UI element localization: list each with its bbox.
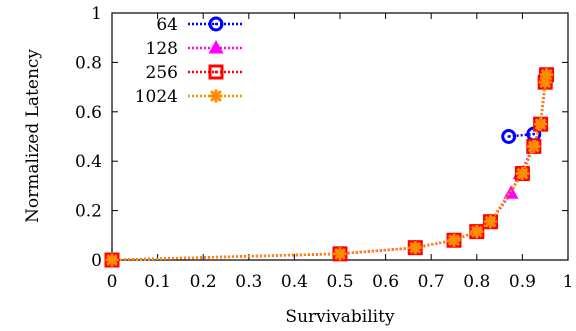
series-layer: [104, 66, 555, 268]
x-tick-label: 0.7: [418, 272, 445, 292]
legend-label: 64: [156, 15, 178, 35]
legend-item-256: 256: [146, 63, 244, 83]
legend-item-64: 64: [156, 15, 244, 35]
legend: 64 128 256 1024: [135, 15, 244, 107]
y-tick-label: 1: [91, 4, 102, 24]
series-line-64: [508, 132, 534, 138]
legend-marker-64: [208, 16, 224, 32]
x-tick-label: 0.9: [509, 272, 536, 292]
x-tick-label: 0.5: [326, 272, 353, 292]
legend-marker-256: [208, 64, 224, 80]
x-tick-label: 0.6: [372, 272, 399, 292]
data-point-64: [501, 129, 517, 144]
legend-label: 128: [146, 39, 178, 59]
legend-marker-1024: [209, 89, 223, 103]
data-point-1024: [534, 117, 548, 131]
legend-item-1024: 1024: [135, 87, 244, 107]
y-axis-title: Normalized Latency: [23, 49, 43, 223]
y-tick-label: 0.6: [75, 103, 102, 123]
x-axis-title: Survivability: [285, 307, 395, 327]
y-tick-label: 0.4: [75, 152, 102, 172]
data-point-1024: [105, 253, 119, 267]
plot-frame: [111, 12, 569, 261]
legend-label: 256: [146, 63, 178, 83]
x-tick-label: 0.4: [281, 272, 308, 292]
data-point-1024: [540, 68, 554, 82]
y-tick-label: 0.2: [75, 202, 102, 222]
data-point-1024: [447, 233, 461, 247]
axis-ticks: 0 0.1 0.2 0.3 0.4 0.5 0.6 0.7 0.8 0.9 1 0 0.2 0.4 0.6 0…: [75, 4, 573, 292]
data-point-1024: [333, 247, 347, 261]
legend-item-128: 128: [146, 39, 244, 59]
data-point-1024: [527, 139, 541, 153]
legend-marker-128: [208, 40, 224, 54]
x-tick-label: 0.8: [463, 272, 490, 292]
legend-label: 1024: [135, 87, 178, 107]
x-tick-label: 0.3: [235, 272, 262, 292]
x-tick-label: 0.1: [144, 272, 171, 292]
x-tick-label: 0: [107, 272, 118, 292]
data-point-1024: [408, 241, 422, 255]
x-tick-label: 1: [563, 272, 574, 292]
data-point-1024: [515, 167, 529, 181]
series-1024: [105, 68, 554, 267]
y-tick-label: 0: [91, 251, 102, 271]
data-point-1024: [483, 215, 497, 229]
data-point-1024: [470, 225, 484, 239]
y-tick-label: 0.8: [75, 53, 102, 73]
x-tick-label: 0.2: [190, 272, 217, 292]
